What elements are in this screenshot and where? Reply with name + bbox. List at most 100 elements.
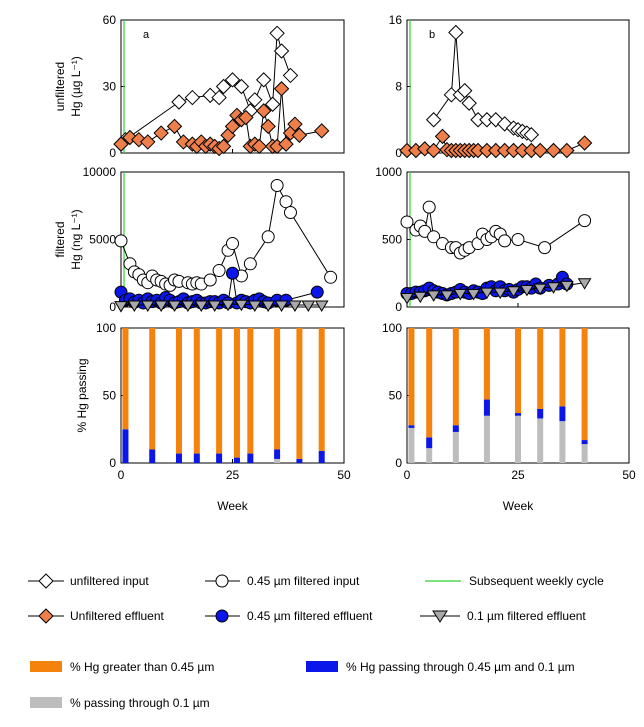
bar-segment — [318, 328, 325, 451]
bar-segment — [559, 406, 566, 422]
panel-label: a — [143, 29, 150, 41]
data-point — [238, 109, 254, 126]
series-diamond-filled — [113, 81, 330, 157]
bar-segment — [247, 328, 254, 454]
y-tick-label: 0 — [395, 146, 402, 160]
data-point — [448, 24, 464, 41]
data-point — [114, 234, 128, 248]
data-point — [166, 118, 183, 135]
legend-bar-greater-swatch — [30, 661, 62, 672]
data-point — [226, 266, 239, 280]
data-point — [226, 237, 239, 251]
legend-bar-between-label: % Hg passing through 0.45 µm and 0.1 µm — [346, 660, 575, 674]
bar-segment — [318, 450, 325, 463]
y-tick-label: 0 — [109, 456, 116, 470]
series-triangle-down-gray — [400, 278, 592, 305]
legend-unfiltered-effluent: Unfiltered effluent — [28, 608, 165, 624]
data-point — [273, 81, 290, 97]
bar-segment — [537, 409, 544, 419]
bar-segment — [581, 440, 588, 445]
series-diamond-open — [425, 24, 540, 143]
legend-unfiltered-effluent-label: Unfiltered effluent — [70, 609, 165, 623]
data-point — [221, 299, 235, 312]
bar-segment — [559, 421, 566, 463]
legend-bar-between-swatch — [306, 661, 338, 672]
data-point — [425, 112, 442, 128]
data-point — [274, 300, 289, 312]
data-point — [422, 200, 436, 214]
data-point — [546, 282, 561, 294]
panel-e: 0 50 100 0 25 50 Week % Hg passing — [75, 321, 351, 513]
data-point — [498, 234, 512, 248]
data-point — [310, 285, 324, 299]
data-point — [282, 67, 299, 84]
data-point — [140, 300, 155, 312]
data-point — [519, 284, 534, 297]
y-axis-title-line: Hg (ng L⁻¹) — [69, 209, 83, 269]
data-point — [167, 300, 182, 312]
legend: unfiltered input 0.45 µm filtered input … — [28, 573, 604, 710]
data-point — [301, 300, 316, 312]
bar-segment — [426, 328, 433, 438]
data-point — [261, 300, 276, 312]
x-tick-label: 50 — [622, 468, 636, 482]
legend-bar-passing-swatch — [30, 697, 62, 708]
data-point — [576, 135, 593, 151]
data-point — [413, 291, 428, 304]
x-tick-label: 0 — [404, 468, 411, 482]
bar-segment — [233, 457, 240, 463]
y-tick-label: 10000 — [83, 165, 117, 179]
panel-d: 0 500 1000 — [375, 165, 630, 314]
legend-filtered-input-marker — [215, 574, 229, 588]
bar-segment — [537, 328, 544, 409]
data-point — [224, 72, 241, 88]
bar-segment — [122, 328, 129, 430]
bar-segment — [537, 418, 544, 463]
y-tick-label: 5000 — [89, 233, 116, 247]
legend-bar-passing: % passing through 0.1 µm — [30, 696, 210, 710]
data-point — [538, 241, 552, 255]
legend-filtered-effluent-01-marker — [432, 610, 448, 623]
legend-filtered-effluent-045: 0.45 µm filtered effluent — [205, 609, 373, 623]
bar-segment — [296, 458, 303, 463]
data-point — [440, 290, 454, 302]
data-point — [202, 87, 218, 104]
bar-segment — [483, 415, 490, 463]
series-diamond-filled — [399, 128, 593, 159]
data-point — [523, 127, 540, 143]
data-point — [215, 138, 232, 155]
legend-bar-greater: % Hg greater than 0.45 µm — [30, 660, 214, 674]
data-point — [247, 300, 262, 312]
legend-unfiltered-effluent-marker — [38, 608, 54, 624]
data-point — [279, 195, 293, 209]
y-axis-title-line: unfiltered — [53, 62, 67, 111]
data-point — [533, 283, 548, 296]
data-point — [453, 289, 468, 301]
data-point — [224, 118, 241, 135]
data-point — [264, 96, 281, 112]
bar-segment — [483, 328, 490, 400]
bar-segment — [193, 328, 200, 454]
data-point — [493, 287, 508, 300]
data-point — [194, 300, 209, 312]
data-point — [400, 215, 414, 229]
y-tick-label: 1000 — [375, 165, 402, 179]
data-point — [175, 134, 192, 150]
data-point — [171, 94, 187, 110]
y-tick-label: 100 — [382, 321, 402, 335]
bar-segment — [149, 328, 156, 450]
data-point — [140, 134, 156, 150]
bar-segment — [581, 328, 588, 441]
data-point — [577, 278, 592, 290]
legend-weekly-cycle-label: Subsequent weekly cycle — [469, 574, 604, 588]
y-tick-label: 0 — [109, 146, 116, 160]
x-tick-label: 25 — [511, 468, 525, 482]
data-point — [466, 289, 481, 301]
series-triangle-down-gray — [114, 299, 329, 313]
data-point — [400, 293, 414, 305]
bar-segment — [274, 449, 281, 459]
panel-f: 0 50 100 0 25 50 Week — [382, 321, 636, 513]
data-point — [426, 290, 441, 302]
bar-segment — [193, 453, 200, 463]
data-point — [261, 230, 275, 244]
